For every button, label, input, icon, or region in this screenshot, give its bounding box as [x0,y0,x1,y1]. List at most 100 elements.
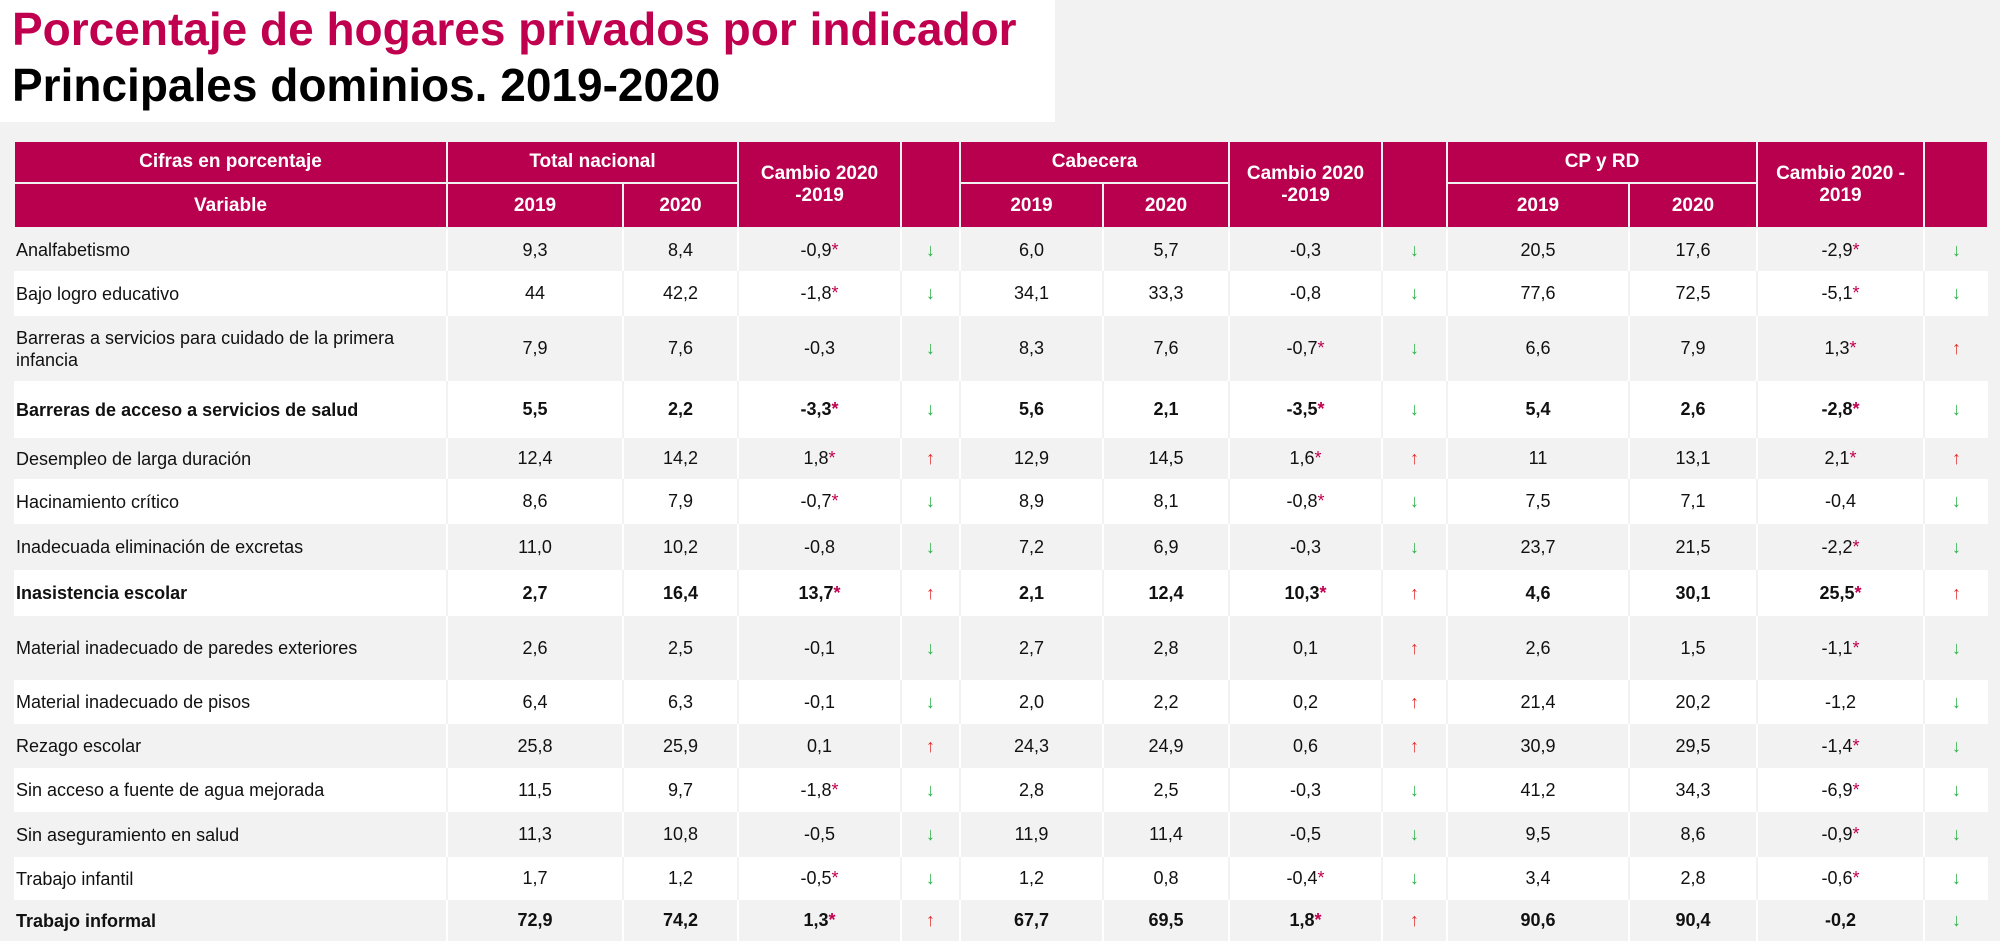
value: -1,1 [1821,637,1853,658]
value-cell: 1,3* [737,900,901,941]
variable-name: Inadecuada eliminación de excretas [14,524,447,570]
value-cell: 2,2 [1102,680,1229,724]
value-cell: 74,2 [622,900,738,941]
value: 0,1 [806,735,833,756]
significance-star: * [1852,283,1860,303]
value: 74,2 [662,910,699,930]
value-cell: 14,2 [622,438,738,479]
arrow-down-icon: ↓ [1923,381,1988,438]
value: 20,2 [1675,691,1711,712]
arrow-up-icon: ↑ [926,735,935,756]
value: 29,5 [1675,735,1711,756]
value: -3,3 [800,399,832,419]
value-cell: 1,2 [622,857,738,900]
value-cell: -0,5 [1228,812,1382,857]
value: 1,8 [1289,910,1315,930]
value: 2,8 [1018,779,1045,800]
header-cambio-cabecera: Cambio 2020 -2019 [1228,140,1383,229]
value: 4,6 [1525,582,1551,603]
value: -1,4 [1821,735,1853,756]
significance-star: * [1849,448,1857,468]
arrow-down-icon: ↓ [926,824,935,844]
value-cell: 2,6 [446,616,623,680]
variable-name: Sin aseguramiento en salud [14,812,447,857]
value-cell: 44 [446,271,623,316]
arrow-down-icon: ↓ [1410,824,1419,844]
value: -0,3 [1289,239,1322,260]
value-cell: 2,1* [1756,438,1924,479]
value: 1,2 [1018,868,1045,888]
arrow-down-icon: ↓ [1381,381,1447,438]
arrow-up-icon: ↑ [1410,910,1419,930]
significance-star: * [1852,536,1860,557]
value-cell: 25,5* [1756,570,1924,616]
arrow-up-icon: ↑ [926,582,935,603]
value: -0,6 [1821,868,1853,888]
value: 7,2 [1018,536,1045,557]
arrow-down-icon: ↓ [1923,768,1988,812]
arrow-down-icon: ↓ [1381,271,1447,316]
header-cambio-nacional: Cambio 2020 -2019 [737,140,902,229]
value: 14,5 [1148,448,1184,468]
value: 2,7 [522,582,548,603]
variable-name: Material inadecuado de pisos [14,680,447,724]
value-cell: 6,6 [1446,316,1629,381]
value-cell: 6,3 [622,680,738,724]
value: 21,4 [1520,691,1556,712]
value: -0,1 [803,637,836,658]
value: 10,8 [662,824,699,844]
value-cell: -0,1 [737,616,901,680]
value-cell: -1,1* [1756,616,1924,680]
value: 7,9 [522,338,548,358]
value-cell: 24,3 [959,724,1103,768]
value-cell: -1,8* [737,271,901,316]
arrow-down-icon: ↓ [1952,868,1961,888]
value: 10,3 [1284,582,1320,603]
arrow-down-icon: ↓ [926,338,935,358]
value-cell: 42,2 [622,271,738,316]
arrow-up-icon: ↑ [1381,438,1447,479]
value-cell: 30,1 [1628,570,1757,616]
value-cell: 7,5 [1446,479,1629,524]
value-cell: 13,7* [737,570,901,616]
value-cell: 1,6* [1228,438,1382,479]
significance-star: * [1319,582,1327,603]
value-cell: 0,2 [1228,680,1382,724]
value-cell: 1,7 [446,857,623,900]
arrow-up-icon: ↑ [1410,691,1419,712]
arrow-down-icon: ↓ [900,524,960,570]
arrow-down-icon: ↓ [1410,239,1419,260]
header-arrow-cpyrd [1923,140,1989,229]
value: 33,3 [1148,283,1184,303]
arrow-up-icon: ↑ [1410,637,1419,658]
value: 90,4 [1675,910,1711,930]
header-arrow-nacional [900,140,961,229]
value: -0,5 [803,824,836,844]
arrow-down-icon: ↓ [1410,536,1419,557]
value-cell: 2,6 [1446,616,1629,680]
arrow-down-icon: ↓ [1952,283,1961,303]
value-cell: -0,8 [737,524,901,570]
significance-star: * [1854,582,1862,603]
arrow-up-icon: ↑ [926,910,935,930]
value-cell: 33,3 [1102,271,1229,316]
value: 67,7 [1013,910,1050,930]
arrow-down-icon: ↓ [926,691,935,712]
value-cell: 4,6 [1446,570,1629,616]
value: 1,6 [1289,448,1315,468]
table-row: Rezago escolar 25,8 25,9 0,1 ↑ 24,3 24,9 0,6 ↑ 30… [14,724,1988,768]
value-cell: -3,5* [1228,381,1382,438]
arrow-up-icon: ↑ [900,438,960,479]
value: 8,4 [667,239,694,260]
header-arrow-cabecera [1381,140,1448,229]
value-cell: -6,9* [1756,768,1924,812]
value: -0,4 [1286,868,1318,888]
table-row: Trabajo infantil 1,7 1,2 -0,5* ↓ 1,2 0,8 -0,4* ↓… [14,857,1988,900]
value-cell: 14,5 [1102,438,1229,479]
value-cell: -0,8 [1228,271,1382,316]
arrow-down-icon: ↓ [1923,812,1988,857]
value-cell: 11,0 [446,524,623,570]
header-2019: 2019 [1446,182,1630,229]
significance-star: * [1317,868,1325,888]
header-cpyrd: CP y RD [1446,140,1758,184]
